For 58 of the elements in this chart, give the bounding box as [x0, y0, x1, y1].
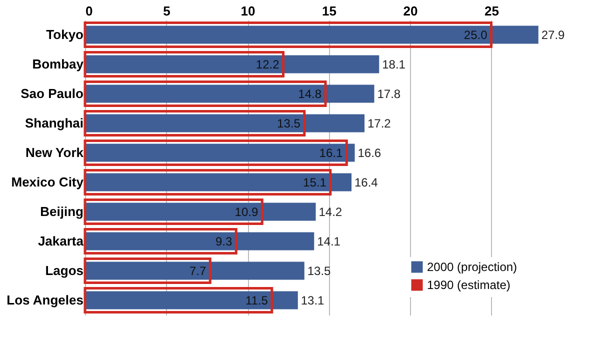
y-tick-label: Beijing	[40, 204, 84, 219]
bar	[84, 110, 306, 136]
data-label: 13.5	[277, 116, 301, 130]
bar	[85, 291, 298, 310]
bar	[85, 262, 304, 280]
legend-label: 1990 (estimate)	[427, 278, 510, 292]
y-tick-label: Tokyo	[46, 26, 84, 42]
y-tick-label: Shanghai	[24, 115, 84, 130]
bar	[85, 55, 380, 74]
bar	[84, 51, 284, 78]
data-label: 16.1	[319, 146, 343, 160]
y-tick-label: Lagos	[45, 262, 84, 278]
data-label: 14.8	[298, 86, 322, 101]
bar	[84, 198, 264, 225]
bar	[84, 258, 212, 284]
data-label: 16.4	[354, 175, 378, 190]
x-tick-label: 20	[403, 4, 418, 18]
data-label: 14.1	[317, 234, 341, 248]
bar	[84, 228, 238, 254]
y-tick-label: New York	[25, 144, 84, 160]
bar	[85, 26, 538, 44]
data-label: 25.0	[464, 28, 488, 42]
bar	[85, 84, 374, 103]
bar	[84, 140, 348, 166]
bar	[85, 114, 364, 132]
data-label: 18.1	[382, 57, 406, 72]
x-tick-label: 5	[163, 4, 170, 18]
y-tick-label: Sao Paulo	[20, 86, 84, 101]
x-tick-label: 0	[86, 4, 93, 18]
data-label: 10.9	[234, 204, 258, 219]
y-tick-label: Mexico City	[11, 174, 84, 190]
data-label: 17.8	[377, 86, 401, 101]
data-label: 15.1	[303, 175, 327, 190]
x-tick-label: 10	[240, 4, 256, 18]
data-label: 12.2	[256, 57, 280, 72]
bar	[84, 80, 327, 107]
x-tick-label: 15	[322, 4, 336, 18]
x-tick-label: 25	[484, 4, 499, 18]
bar	[85, 144, 355, 162]
data-label: 9.3	[215, 234, 232, 248]
y-tick-label: Los Angeles	[6, 292, 84, 308]
data-label: 16.6	[358, 146, 382, 160]
bar	[84, 22, 492, 48]
bar	[85, 173, 352, 192]
data-label: 13.5	[307, 264, 332, 278]
data-label: 7.7	[189, 264, 206, 278]
data-label: 27.9	[541, 28, 566, 42]
data-label: 11.5	[245, 293, 268, 308]
legend-label: 2000 (projection)	[427, 260, 518, 274]
bar	[84, 287, 274, 314]
y-tick-label: Jakarta	[38, 233, 84, 248]
data-label: 13.1	[300, 293, 325, 308]
bar	[84, 169, 332, 196]
y-tick-label: Bombay	[32, 56, 84, 72]
data-label: 14.2	[318, 204, 342, 219]
bar	[85, 202, 316, 221]
data-label: 17.2	[368, 116, 392, 130]
bar	[85, 232, 314, 250]
